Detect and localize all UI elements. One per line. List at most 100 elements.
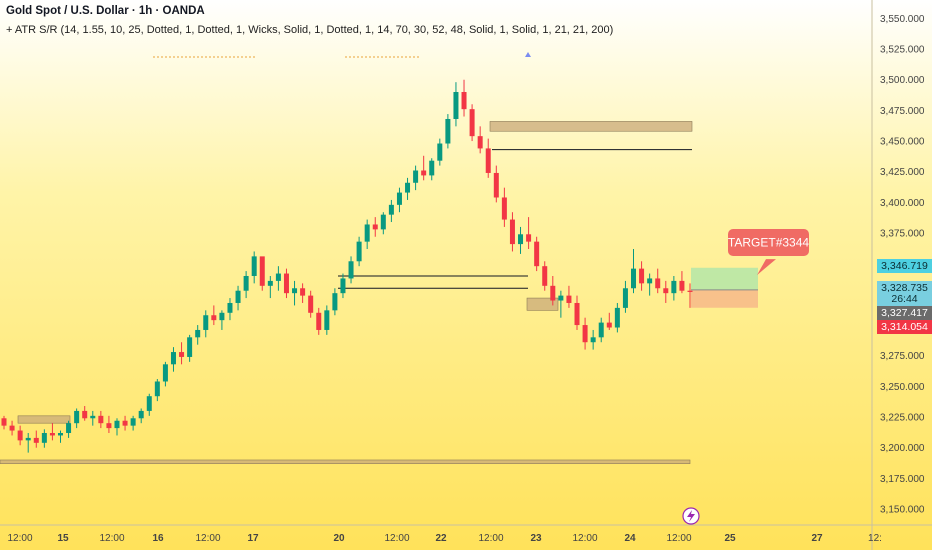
- candle-body[interactable]: [534, 241, 540, 267]
- y-tick-label: 3,450.000: [880, 137, 925, 148]
- candle-body[interactable]: [396, 192, 402, 205]
- candle-body[interactable]: [663, 288, 669, 294]
- candle-body[interactable]: [477, 136, 483, 149]
- candle-body[interactable]: [687, 290, 693, 292]
- candle-body[interactable]: [566, 295, 572, 303]
- candle-body[interactable]: [469, 109, 475, 137]
- candle-body[interactable]: [332, 293, 338, 311]
- candle-body[interactable]: [405, 182, 411, 193]
- candle-body[interactable]: [283, 273, 289, 294]
- candle-body[interactable]: [526, 234, 532, 242]
- candle-body[interactable]: [17, 430, 23, 441]
- position-loss-zone[interactable]: [691, 289, 758, 308]
- candle-body[interactable]: [590, 337, 596, 343]
- candle-body[interactable]: [380, 214, 386, 230]
- candle-body[interactable]: [90, 415, 96, 419]
- candle-body[interactable]: [25, 437, 31, 441]
- candle-body[interactable]: [598, 322, 604, 338]
- candle-body[interactable]: [211, 315, 217, 321]
- candle-body[interactable]: [574, 302, 580, 326]
- candle-body[interactable]: [154, 381, 160, 397]
- support-zone-low: [0, 459, 691, 464]
- candle-body[interactable]: [41, 433, 47, 443]
- candle-body[interactable]: [622, 288, 628, 308]
- candle-body[interactable]: [74, 410, 80, 424]
- candle-body[interactable]: [203, 315, 209, 330]
- candle-body[interactable]: [243, 275, 249, 291]
- candle-body[interactable]: [413, 170, 419, 183]
- candle-body[interactable]: [227, 302, 233, 313]
- candle-body[interactable]: [639, 268, 645, 284]
- candle-body[interactable]: [348, 261, 354, 279]
- candle-body[interactable]: [162, 364, 168, 382]
- candle-body[interactable]: [340, 278, 346, 294]
- y-tick-label: 3,375.000: [880, 229, 925, 240]
- candle-body[interactable]: [671, 280, 677, 294]
- candle-body[interactable]: [49, 433, 55, 436]
- candle-body[interactable]: [122, 420, 128, 426]
- candle-body[interactable]: [493, 172, 499, 198]
- x-tick-label: 24: [624, 533, 636, 544]
- candle-body[interactable]: [655, 278, 661, 289]
- candle-body[interactable]: [219, 312, 225, 321]
- candle-body[interactable]: [485, 148, 491, 173]
- candle-body[interactable]: [372, 224, 378, 230]
- candle-body[interactable]: [542, 266, 548, 286]
- candle-body[interactable]: [582, 325, 588, 343]
- candle-body[interactable]: [259, 256, 265, 286]
- target-callout[interactable]: [728, 229, 809, 256]
- candle-body[interactable]: [429, 160, 435, 176]
- candle-body[interactable]: [33, 437, 39, 443]
- candle-body[interactable]: [275, 273, 281, 281]
- candle-body[interactable]: [509, 219, 515, 245]
- candle-body[interactable]: [114, 420, 120, 429]
- candle-body[interactable]: [647, 278, 653, 284]
- candle-body[interactable]: [614, 307, 620, 328]
- candle-body[interactable]: [316, 312, 322, 330]
- candle-body[interactable]: [235, 290, 241, 303]
- candle-body[interactable]: [388, 204, 394, 215]
- candle-body[interactable]: [187, 337, 193, 357]
- candle-body[interactable]: [9, 425, 15, 431]
- candle-body[interactable]: [57, 433, 63, 436]
- candle-body[interactable]: [461, 91, 467, 110]
- candle-body[interactable]: [437, 143, 443, 161]
- position-profit-zone[interactable]: [691, 267, 758, 290]
- candle-body[interactable]: [631, 268, 637, 289]
- candle-body[interactable]: [82, 410, 88, 419]
- candle-body[interactable]: [679, 280, 685, 291]
- candle-body[interactable]: [453, 91, 459, 119]
- candle-body[interactable]: [1, 418, 7, 426]
- candle-body[interactable]: [98, 415, 104, 424]
- y-tick-label: 3,525.000: [880, 45, 925, 56]
- candle-body[interactable]: [324, 310, 330, 330]
- candle-body[interactable]: [445, 118, 451, 144]
- y-tick-label: 3,200.000: [880, 443, 925, 454]
- candle-body[interactable]: [558, 295, 564, 301]
- candle-body[interactable]: [106, 423, 112, 429]
- candle-body[interactable]: [501, 197, 507, 220]
- candle-body[interactable]: [251, 256, 257, 276]
- candle-body[interactable]: [195, 329, 201, 338]
- candle-body[interactable]: [130, 418, 136, 426]
- candle-body[interactable]: [170, 352, 176, 365]
- candle-body[interactable]: [66, 423, 72, 434]
- candle-body[interactable]: [300, 288, 306, 296]
- candle-body[interactable]: [138, 410, 144, 419]
- target-label: TARGET#3344: [728, 236, 809, 250]
- candle-body[interactable]: [308, 295, 314, 313]
- candle-body[interactable]: [421, 170, 427, 176]
- candle-body[interactable]: [179, 352, 185, 357]
- candle-body[interactable]: [146, 396, 152, 411]
- indicator-legend[interactable]: + ATR S/R (14, 1.55, 10, 25, Dotted, 1, …: [6, 24, 614, 36]
- y-tick-label: 3,175.000: [880, 474, 925, 485]
- candle-body[interactable]: [550, 285, 556, 301]
- candle-body[interactable]: [267, 280, 273, 286]
- candle-body[interactable]: [364, 224, 370, 242]
- candle-body[interactable]: [606, 322, 612, 328]
- candle-body[interactable]: [518, 234, 524, 245]
- candle-body[interactable]: [356, 241, 362, 262]
- candle-body[interactable]: [292, 288, 298, 294]
